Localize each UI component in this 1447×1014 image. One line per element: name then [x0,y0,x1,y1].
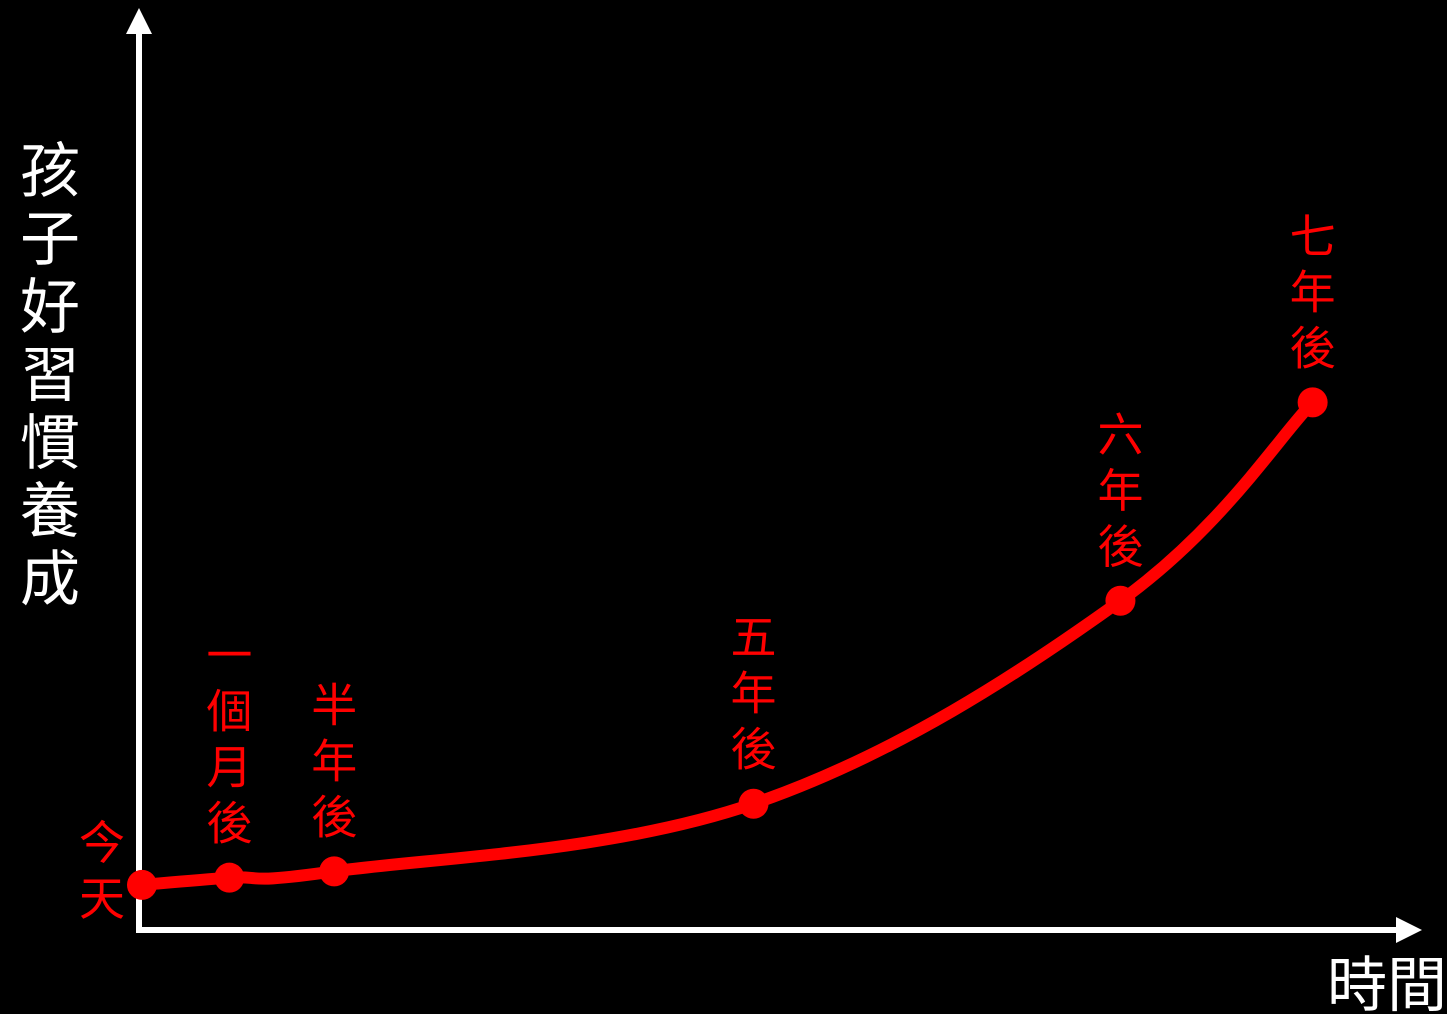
point-label: 半年後 [311,678,357,844]
point-label: 七年後 [1290,209,1336,375]
point-label: 五年後 [731,611,777,777]
data-point [1105,585,1136,616]
data-point [127,869,157,900]
data-point [738,788,769,819]
point-labels: 今天 一個月後 半年後 五年後 六年後 七年後 [79,209,1336,926]
point-label: 今天 [79,816,125,926]
y-axis-arrowhead [126,8,152,34]
x-axis-title: 時間 [1327,951,1447,1014]
point-label: 六年後 [1097,408,1143,574]
data-point [319,856,350,887]
point-label: 一個月後 [206,629,252,851]
y-axis-title: 孩子好習慣養成 [20,137,80,615]
data-point [214,862,245,893]
x-axis-arrowhead [1396,917,1422,943]
data-points [127,387,1328,900]
data-point [1297,387,1328,418]
